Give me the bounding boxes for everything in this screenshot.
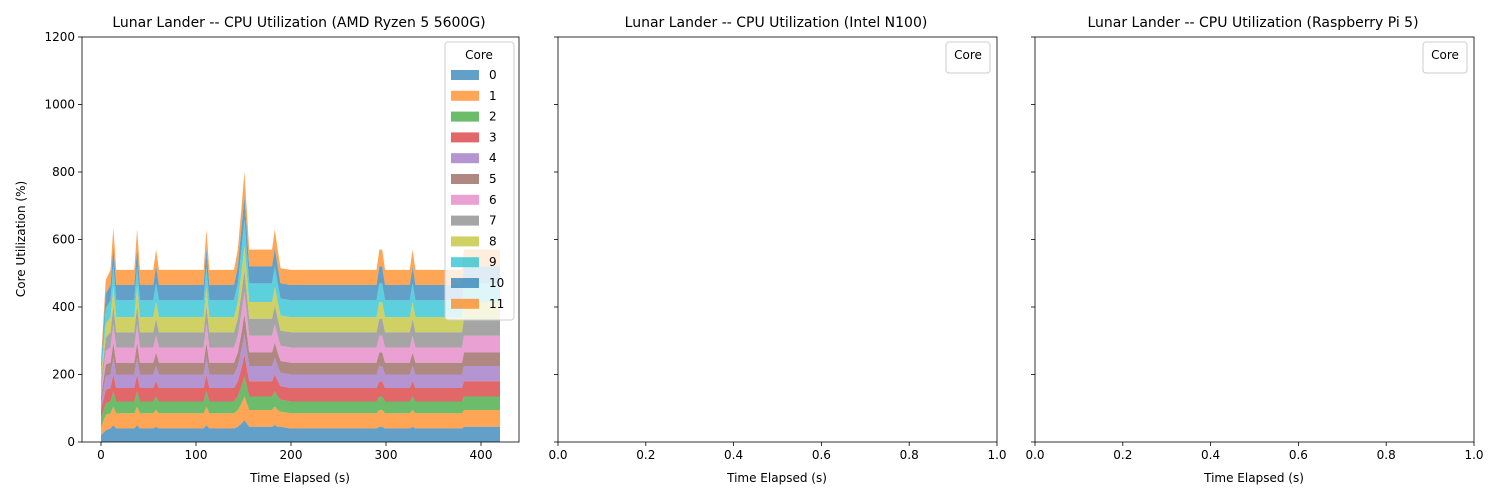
chart-panel-1: Lunar Lander -- CPU Utilization (AMD Ryz… [14, 15, 520, 485]
x-tick-label: 200 [280, 448, 303, 462]
x-tick-label: 0.0 [1025, 448, 1044, 462]
x-axis: 0.0 0.2 0.4 0.6 0.8 1.0 [548, 442, 1007, 462]
legend-swatch [451, 215, 479, 226]
legend-label: 1 [489, 89, 497, 103]
y-tick-label: 1000 [44, 98, 75, 112]
legend-swatch [451, 132, 479, 143]
legend-label: 2 [489, 110, 497, 124]
x-axis: 0.0 0.2 0.4 0.6 0.8 1.0 [1025, 442, 1484, 462]
y-axis [554, 36, 558, 443]
legend-swatch [451, 194, 479, 205]
area-core-1 [101, 396, 500, 436]
legend: Core [945, 41, 991, 74]
legend-title: Core [954, 48, 982, 62]
legend-frame [444, 41, 515, 321]
x-axis-label: Time Elapsed (s) [1203, 471, 1304, 485]
x-tick-label: 0.0 [548, 448, 567, 462]
x-tick-label: 0.6 [1289, 448, 1308, 462]
legend-swatch [451, 174, 479, 184]
x-tick-label: 0.6 [812, 448, 831, 462]
legend-label: 4 [489, 151, 497, 165]
legend-swatch [451, 278, 479, 288]
legend-label: 8 [489, 234, 497, 248]
legend-title: Core [465, 48, 493, 62]
y-tick-label: 400 [52, 300, 75, 314]
x-tick-label: 1.0 [987, 448, 1006, 462]
y-tick-label: 600 [52, 233, 75, 247]
x-axis-label: Time Elapsed (s) [726, 471, 827, 485]
x-axis: 0 100 200 300 400 [97, 442, 492, 462]
x-tick-label: 0.8 [1377, 448, 1396, 462]
y-tick-label: 800 [52, 165, 75, 179]
legend-label: 9 [489, 255, 497, 269]
y-axis [1031, 36, 1035, 443]
legend-swatch [451, 70, 479, 80]
chart-title: Lunar Lander -- CPU Utilization (Intel N… [625, 15, 928, 31]
x-tick-label: 0 [97, 448, 105, 462]
legend-swatch [451, 257, 479, 268]
x-tick-label: 300 [375, 448, 398, 462]
chart-title: Lunar Lander -- CPU Utilization (Raspber… [1087, 15, 1418, 31]
y-axis-label: Core Utilization (%) [14, 181, 28, 297]
legend-label: 5 [489, 172, 497, 186]
y-tick-label: 1200 [44, 30, 75, 44]
legend-swatch [451, 236, 479, 247]
chart-panel-2: Lunar Lander -- CPU Utilization (Intel N… [548, 15, 1006, 485]
x-tick-label: 0.4 [1201, 448, 1220, 462]
legend-swatch [451, 90, 479, 101]
legend-frame [1422, 41, 1468, 74]
plot-frame [557, 36, 998, 443]
legend-swatch [451, 153, 479, 164]
legend-label: 0 [489, 68, 497, 82]
x-tick-label: 400 [470, 448, 493, 462]
y-axis: 0 200 400 600 800 1000 1200 [44, 30, 82, 449]
x-tick-label: 0.4 [724, 448, 743, 462]
chart-title: Lunar Lander -- CPU Utilization (AMD Ryz… [112, 15, 485, 31]
area-core-0 [101, 420, 500, 442]
area-layers [101, 172, 500, 442]
legend: Core 0 1 2 3 4 5 6 7 8 9 10 11 [444, 41, 515, 321]
plot-frame [1034, 36, 1475, 443]
legend-frame [945, 41, 991, 74]
legend-label: 7 [489, 214, 497, 228]
legend-title: Core [1431, 48, 1459, 62]
legend-swatch [451, 111, 479, 122]
x-tick-label: 100 [185, 448, 208, 462]
legend-label: 6 [489, 193, 497, 207]
legend-swatch [451, 298, 479, 309]
x-tick-label: 0.2 [1113, 448, 1132, 462]
legend: Core [1422, 41, 1468, 74]
x-tick-label: 1.0 [1464, 448, 1483, 462]
legend-label: 3 [489, 130, 497, 144]
x-tick-label: 0.8 [900, 448, 919, 462]
legend-label: 10 [489, 276, 504, 290]
y-tick-label: 0 [67, 435, 75, 449]
x-axis-label: Time Elapsed (s) [249, 471, 350, 485]
y-tick-label: 200 [52, 368, 75, 382]
legend-label: 11 [489, 297, 504, 311]
x-tick-label: 0.2 [636, 448, 655, 462]
chart-panel-3: Lunar Lander -- CPU Utilization (Raspber… [1025, 15, 1483, 485]
